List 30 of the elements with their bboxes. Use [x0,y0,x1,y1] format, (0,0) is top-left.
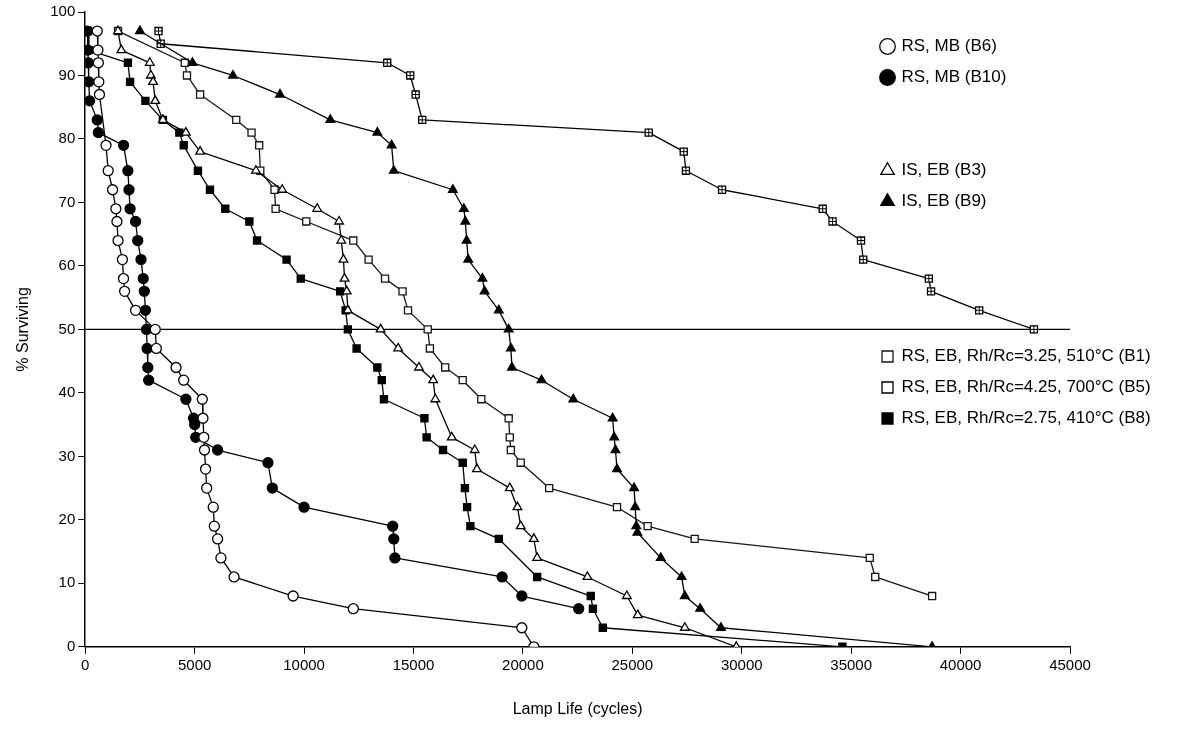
x-tick-label: 25000 [611,655,654,673]
y-tick-label: 50 [58,319,76,337]
y-tick-label: 20 [58,509,76,527]
y-tick-label: 0 [66,636,76,654]
legend-label: RS, EB, Rh/Rc=2.75, 410°C (B8) [901,408,1151,428]
y-tick-label: 70 [58,192,76,210]
x-tick-label: 5000 [177,655,212,673]
x-tick-label: 35000 [830,655,873,673]
legend-label: RS, MB (B10) [901,67,1007,87]
y-tick-label: 40 [58,383,76,401]
y-tick-label: 100 [50,2,76,20]
x-tick-label: 10000 [283,655,325,673]
x-tick-label: 20000 [502,655,544,673]
x-tick-label: 15000 [392,655,435,673]
x-tick-label: 0 [81,655,90,673]
y-tick-label: 60 [58,256,76,274]
x-tick-label: 45000 [1049,655,1091,673]
legend-label: RS, EB, Rh/Rc=4.25, 700°C (B5) [901,377,1151,397]
x-tick-label: 40000 [939,655,982,673]
y-tick-label: 90 [58,65,76,83]
y-tick-label: 30 [58,446,76,464]
legend-label: RS, MB (B6) [901,36,997,56]
legend-label: IS, EB (B9) [901,191,987,211]
legend-label: RS, EB, Rh/Rc=3.25, 510°C (B1) [901,346,1151,366]
y-axis-title: % Surviving [14,287,32,372]
y-tick-label: 80 [58,129,76,147]
x-axis-title: Lamp Life (cycles) [512,699,643,717]
y-tick-label: 10 [58,573,76,591]
legend-label: IS, EB (B3) [901,160,987,180]
x-tick-label: 30000 [720,655,763,673]
